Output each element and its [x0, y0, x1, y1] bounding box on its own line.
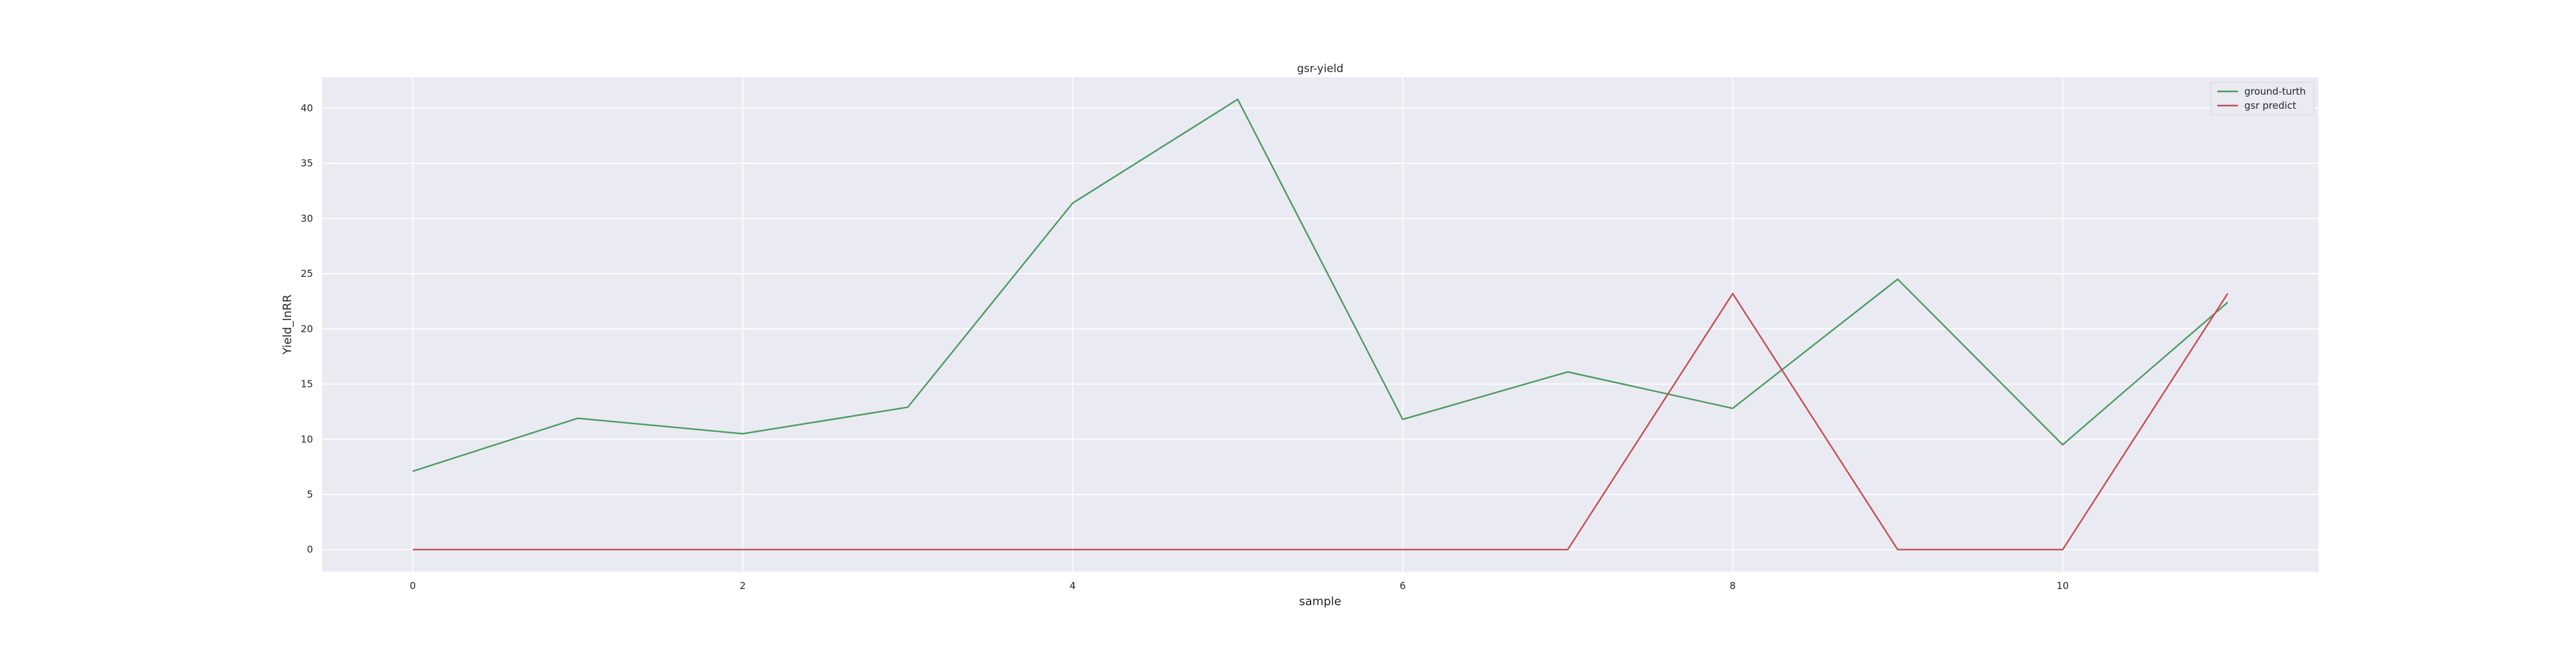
y-tick-label: 25 — [301, 268, 313, 279]
legend-label: ground-turth — [2244, 86, 2306, 97]
legend-label: gsr predict — [2244, 100, 2297, 111]
y-tick-label: 40 — [301, 102, 313, 114]
chart-title: gsr-yield — [1297, 62, 1343, 75]
y-tick-label: 15 — [301, 379, 313, 390]
x-tick-label: 8 — [1730, 580, 1736, 592]
grid-lines — [322, 77, 2318, 572]
tick-labels: 0 2 4 6 8 10 0 5 10 15 20 25 30 35 40 — [301, 102, 2069, 592]
plot-area — [322, 77, 2318, 572]
x-tick-label: 0 — [410, 580, 416, 592]
y-tick-label: 0 — [307, 544, 313, 556]
y-axis-label: Yield_lnRR — [281, 294, 294, 355]
x-tick-label: 2 — [740, 580, 746, 592]
x-tick-label: 4 — [1070, 580, 1076, 592]
series-line — [412, 292, 2229, 550]
series-lines — [412, 98, 2229, 550]
legend: ground-turth gsr predict — [2210, 82, 2315, 115]
x-tick-label: 10 — [2056, 580, 2069, 592]
y-tick-label: 5 — [307, 489, 313, 500]
y-tick-label: 35 — [301, 158, 313, 169]
series-line — [412, 98, 2228, 473]
y-tick-label: 30 — [301, 212, 313, 224]
x-axis-label: sample — [1299, 595, 1341, 608]
legend-box — [2210, 82, 2315, 115]
y-tick-label: 10 — [301, 433, 313, 445]
y-tick-label: 20 — [301, 323, 313, 335]
x-tick-label: 6 — [1399, 580, 1406, 592]
